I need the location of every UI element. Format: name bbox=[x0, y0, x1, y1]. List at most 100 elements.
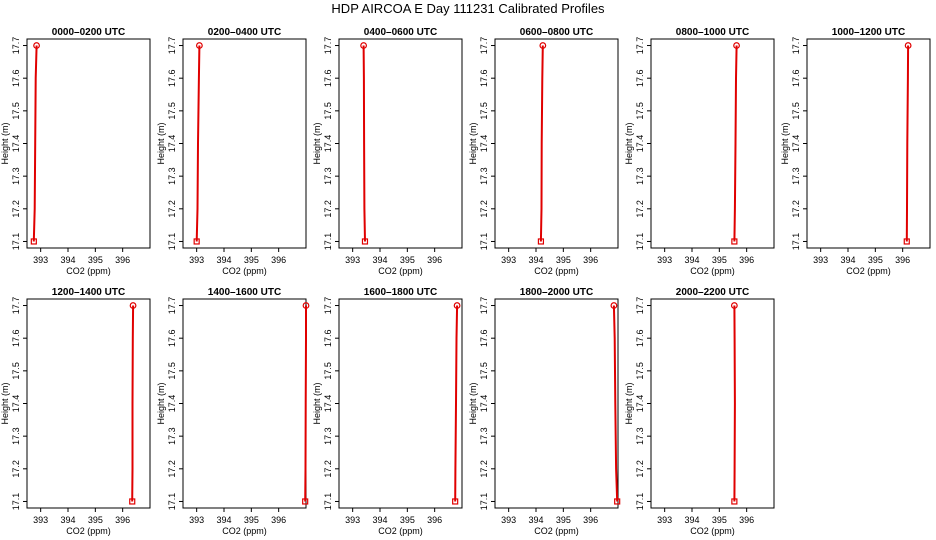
y-axis-label: Height (m) bbox=[312, 122, 322, 164]
x-tick-label: 395 bbox=[88, 515, 103, 525]
x-tick-label: 394 bbox=[372, 515, 387, 525]
x-tick-label: 394 bbox=[60, 515, 75, 525]
plot-frame bbox=[182, 38, 307, 249]
panel-title: 0400–0600 UTC bbox=[364, 27, 437, 38]
panel-title: 1000–1200 UTC bbox=[832, 27, 905, 38]
x-tick-label: 396 bbox=[115, 255, 130, 265]
x-axis-label: CO2 (ppm) bbox=[66, 266, 111, 276]
y-tick-label: 17.7 bbox=[11, 37, 21, 55]
plot-frame bbox=[26, 38, 151, 249]
top-marker bbox=[129, 302, 137, 309]
y-tick-label: 17.2 bbox=[791, 200, 801, 218]
x-tick-label: 396 bbox=[739, 255, 754, 265]
x-tick-label: 394 bbox=[684, 515, 699, 525]
y-tick-label: 17.3 bbox=[167, 167, 177, 185]
x-tick-label: 396 bbox=[583, 515, 598, 525]
panel-title: 0000–0200 UTC bbox=[52, 27, 125, 38]
y-tick-label: 17.6 bbox=[323, 329, 333, 347]
panel-title: 0200–0400 UTC bbox=[208, 27, 281, 38]
y-axis-label: Height (m) bbox=[156, 382, 166, 424]
panel: 2000–2200 UTC 393 394 395 396 17.1 17.2 17.3 17.… bbox=[624, 287, 775, 536]
bottom-marker bbox=[361, 238, 369, 245]
top-marker bbox=[33, 42, 40, 49]
profile-line bbox=[612, 305, 619, 502]
y-tick-label: 17.2 bbox=[479, 200, 489, 218]
y-axis-label: Height (m) bbox=[468, 122, 478, 164]
x-axis-label: CO2 (ppm) bbox=[378, 526, 423, 536]
panel-title: 1800–2000 UTC bbox=[520, 287, 593, 298]
profile-line bbox=[539, 45, 544, 242]
x-tick-label: 396 bbox=[895, 255, 910, 265]
y-tick-label: 17.5 bbox=[11, 362, 21, 380]
x-tick-label: 395 bbox=[712, 255, 727, 265]
y-tick-label: 17.6 bbox=[479, 329, 489, 347]
x-tick-label: 396 bbox=[427, 255, 442, 265]
y-tick-label: 17.6 bbox=[167, 69, 177, 87]
x-tick-label: 396 bbox=[271, 255, 286, 265]
x-axis-label: CO2 (ppm) bbox=[534, 266, 579, 276]
bottom-marker bbox=[614, 498, 621, 505]
x-axis-label: CO2 (ppm) bbox=[846, 266, 891, 276]
y-tick-label: 17.1 bbox=[323, 233, 333, 251]
x-axis-label: CO2 (ppm) bbox=[690, 526, 735, 536]
x-tick-label: 395 bbox=[556, 255, 571, 265]
y-tick-label: 17.7 bbox=[791, 37, 801, 55]
x-tick-label: 394 bbox=[840, 255, 855, 265]
x-tick-label: 395 bbox=[556, 515, 571, 525]
page-title: HDP AIRCOA E Day 111231 Calibrated Profi… bbox=[331, 1, 605, 16]
top-marker bbox=[539, 42, 547, 49]
y-tick-label: 17.7 bbox=[479, 37, 489, 55]
profile-line bbox=[733, 45, 738, 242]
plot-frame bbox=[650, 298, 775, 509]
profile-line bbox=[195, 45, 201, 242]
y-tick-label: 17.3 bbox=[635, 427, 645, 445]
y-tick-label: 17.5 bbox=[479, 362, 489, 380]
y-tick-label: 17.1 bbox=[635, 493, 645, 511]
y-axis-label: Height (m) bbox=[624, 122, 634, 164]
x-tick-label: 396 bbox=[427, 515, 442, 525]
x-tick-label: 393 bbox=[189, 515, 204, 525]
top-marker bbox=[302, 302, 310, 309]
y-tick-label: 17.4 bbox=[635, 395, 645, 413]
bottom-marker bbox=[129, 498, 136, 505]
x-tick-label: 393 bbox=[33, 255, 48, 265]
y-axis-label: Height (m) bbox=[468, 382, 478, 424]
y-tick-label: 17.7 bbox=[635, 297, 645, 315]
x-axis-label: CO2 (ppm) bbox=[222, 526, 267, 536]
bottom-marker bbox=[302, 498, 309, 505]
profile-line bbox=[131, 305, 135, 502]
top-marker bbox=[360, 42, 368, 49]
y-axis-label: Height (m) bbox=[156, 122, 166, 164]
y-tick-label: 17.2 bbox=[635, 460, 645, 478]
profile-line bbox=[733, 305, 736, 502]
y-tick-label: 17.2 bbox=[11, 460, 21, 478]
plot-frame bbox=[494, 38, 619, 249]
y-tick-label: 17.5 bbox=[167, 102, 177, 120]
y-tick-label: 17.1 bbox=[167, 233, 177, 251]
y-tick-label: 17.1 bbox=[167, 493, 177, 511]
y-tick-label: 17.4 bbox=[323, 135, 333, 153]
y-tick-label: 17.5 bbox=[635, 102, 645, 120]
x-tick-label: 395 bbox=[400, 515, 415, 525]
y-tick-label: 17.1 bbox=[323, 493, 333, 511]
y-tick-label: 17.7 bbox=[167, 297, 177, 315]
y-tick-label: 17.4 bbox=[167, 135, 177, 153]
y-tick-label: 17.5 bbox=[323, 102, 333, 120]
x-tick-label: 394 bbox=[684, 255, 699, 265]
x-tick-label: 395 bbox=[244, 255, 259, 265]
y-tick-label: 17.6 bbox=[167, 329, 177, 347]
x-tick-label: 394 bbox=[372, 255, 387, 265]
y-axis-label: Height (m) bbox=[0, 382, 10, 424]
y-tick-label: 17.6 bbox=[11, 69, 21, 87]
y-tick-label: 17.4 bbox=[635, 135, 645, 153]
panel: 0200–0400 UTC 393 394 395 396 17.1 17.2 17.3 17.… bbox=[156, 27, 307, 276]
panel-title: 0600–0800 UTC bbox=[520, 27, 593, 38]
panel: 1400–1600 UTC 393 394 395 396 17.1 17.2 17.3 17.… bbox=[156, 287, 310, 536]
plot-frame bbox=[650, 38, 775, 249]
top-marker bbox=[195, 42, 203, 49]
plot-frame bbox=[806, 38, 931, 249]
top-marker bbox=[730, 302, 738, 309]
y-tick-label: 17.3 bbox=[479, 427, 489, 445]
y-tick-label: 17.1 bbox=[635, 233, 645, 251]
y-tick-label: 17.1 bbox=[479, 493, 489, 511]
